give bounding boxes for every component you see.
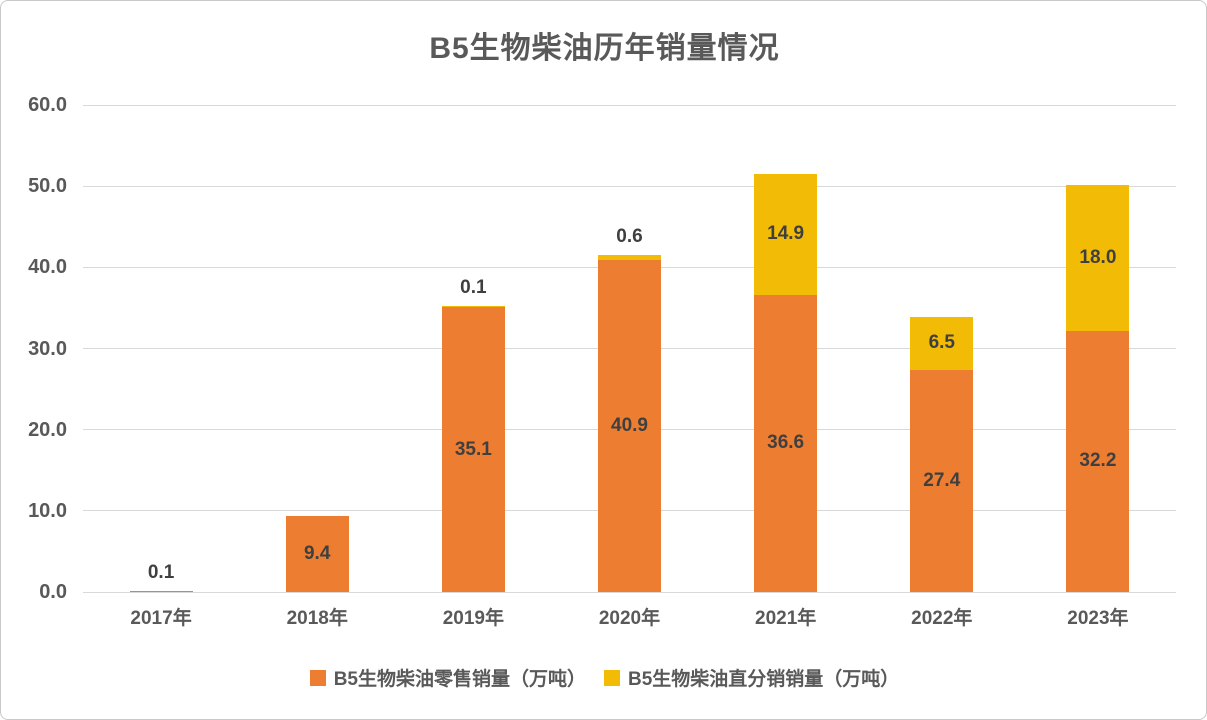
- legend-swatch-retail: [309, 669, 326, 686]
- data-label-retail-2023: 32.2: [1079, 450, 1117, 472]
- legend-label-direct: B5生物柴油直分销销量（万吨）: [628, 669, 900, 690]
- legend: B5生物柴油零售销量（万吨） B5生物柴油直分销销量（万吨）: [1, 664, 1206, 691]
- data-label-retail-2018: 9.4: [303, 542, 331, 564]
- y-axis-tick-label: 10.0: [28, 499, 67, 522]
- bar-segment-retail-2017: [129, 590, 193, 592]
- x-axis-label: 2021年: [755, 608, 817, 629]
- data-label-direct-2022: 6.5: [928, 332, 955, 354]
- legend-label-retail: B5生物柴油零售销量（万吨）: [333, 669, 586, 690]
- data-label-retail-2021: 36.6: [767, 432, 805, 454]
- legend-swatch-direct: [604, 669, 620, 686]
- y-axis-tick-label: 30.0: [28, 337, 67, 360]
- bar-segment-retail-2023: [1066, 330, 1130, 592]
- y-axis-tick-label: 20.0: [28, 418, 67, 441]
- bar-segment-retail-2022: [910, 369, 974, 592]
- x-axis-label: 2019年: [442, 608, 504, 629]
- bar-segment-retail-2021: [754, 294, 818, 592]
- data-label-retail-2022: 27.4: [923, 469, 961, 491]
- y-axis-tick-label: 0.0: [39, 581, 67, 603]
- gridline: [83, 104, 1176, 106]
- y-axis-tick-label: 60.0: [28, 94, 67, 116]
- bar-segment-direct-2023: [1066, 184, 1130, 331]
- data-label-retail-2019: 35.1: [454, 438, 492, 460]
- gridline: [83, 591, 1176, 593]
- data-label-direct-2019: 0.1: [460, 277, 487, 299]
- data-label-retail-2017: 0.1: [147, 562, 175, 584]
- data-label-direct-2020: 0.6: [616, 226, 643, 248]
- data-label-direct-2023: 18.0: [1079, 246, 1117, 268]
- legend-item-retail: B5生物柴油零售销量（万吨）: [309, 664, 586, 691]
- chart-title: B5生物柴油历年销量情况: [429, 32, 780, 65]
- plot-area: 0.1 9.4 35.1 0.1 40.9 0.6 36.6 14.9 27.4 6.5 32.2 1…: [83, 104, 1176, 593]
- data-label-retail-2020: 40.9: [611, 415, 648, 437]
- bar-segment-direct-2019: [441, 305, 505, 308]
- bar-segment-direct-2020: [598, 255, 661, 261]
- x-axis-label: 2018年: [286, 608, 348, 629]
- x-axis-label: 2023年: [1067, 608, 1129, 629]
- y-axis-tick-label: 40.0: [28, 256, 67, 279]
- gridline: [83, 185, 1176, 187]
- data-label-direct-2021: 14.9: [767, 223, 805, 245]
- x-axis-label: 2017年: [130, 608, 192, 629]
- bar-segment-retail-2019: [441, 307, 505, 592]
- bar-segment-retail-2020: [598, 260, 661, 592]
- x-axis-label: 2022年: [911, 608, 973, 629]
- bar-segment-direct-2022: [910, 316, 974, 370]
- x-axis-label: 2020年: [598, 608, 661, 629]
- y-axis-tick-label: 50.0: [28, 175, 67, 198]
- bar-segment-direct-2021: [754, 174, 818, 295]
- bar-segment-retail-2018: [285, 515, 349, 592]
- legend-item-direct: B5生物柴油直分销销量（万吨）: [604, 664, 899, 691]
